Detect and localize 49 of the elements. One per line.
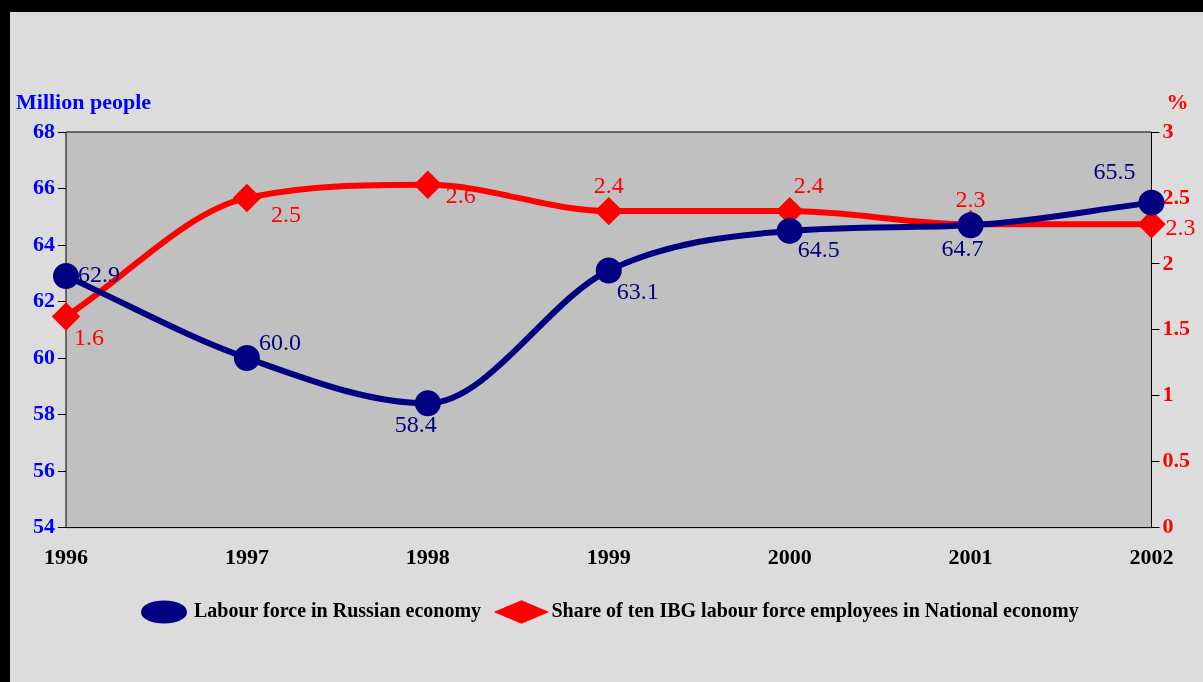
y2-tick-label: 2.5: [1162, 183, 1190, 209]
x-tick-label: 2002: [1129, 544, 1174, 570]
y-tick-label: 66: [33, 174, 55, 200]
x-tick-label: 1996: [44, 544, 88, 570]
x-tick-label: 2001: [948, 544, 993, 570]
x-tick-label: 1999: [586, 544, 631, 570]
y2-tick-label: 0.5: [1162, 447, 1190, 473]
data-label: 65.5: [1093, 157, 1136, 184]
legend-label: Share of ten IBG labour force employees in National economy: [551, 599, 1079, 623]
point: [53, 303, 79, 330]
point: [414, 171, 441, 198]
data-label: 64.5: [797, 236, 840, 263]
data-label: 2.5: [270, 201, 301, 228]
data-label: 2.4: [593, 172, 624, 199]
y2-tick-label: 3: [1162, 117, 1174, 143]
y-tick-label: 56: [33, 456, 55, 482]
y2-tick-label: 1.5: [1162, 315, 1190, 341]
point: [233, 345, 260, 372]
y2-tick-label: 2: [1162, 249, 1174, 275]
data-label: 2.3: [955, 185, 986, 212]
y2-tick-label: 1: [1162, 381, 1174, 407]
point: [53, 263, 79, 290]
x-tick-label: 2000: [767, 544, 812, 570]
y2-tick-label: 0: [1162, 513, 1174, 539]
y-axis-title: Million people: [16, 88, 152, 114]
y2-axis-title: %: [1166, 88, 1189, 114]
point: [1138, 189, 1165, 216]
data-label: 58.4: [394, 410, 437, 437]
data-label: 63.1: [616, 277, 659, 304]
y-tick-label: 58: [33, 400, 55, 426]
data-label: 1.6: [74, 323, 104, 350]
data-label: 60.0: [258, 329, 301, 356]
point: [776, 217, 803, 244]
y-tick-label: 60: [33, 343, 55, 369]
legend-label: Labour force in Russian economy: [194, 599, 482, 623]
point: [233, 184, 260, 211]
x-tick-label: 1997: [224, 544, 269, 570]
data-label: 62.9: [78, 261, 120, 288]
point: [595, 257, 622, 284]
y-tick-label: 62: [33, 287, 55, 313]
y-tick-label: 54: [33, 513, 55, 539]
y-tick-label: 68: [33, 117, 55, 143]
data-label: 64.7: [941, 234, 984, 261]
x-tick-label: 1998: [405, 544, 450, 570]
data-label: 2.4: [793, 172, 824, 199]
point: [595, 198, 622, 225]
y-tick-label: 64: [33, 230, 55, 256]
data-label: 2.3: [1165, 213, 1196, 240]
point: [414, 390, 441, 417]
